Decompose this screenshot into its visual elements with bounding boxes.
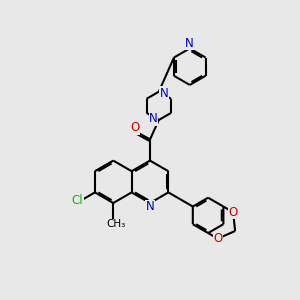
Text: N: N: [185, 37, 194, 50]
Text: N: N: [146, 200, 154, 213]
Text: N: N: [160, 87, 169, 100]
Text: N: N: [149, 112, 158, 125]
Text: O: O: [131, 121, 140, 134]
Text: CH₃: CH₃: [106, 220, 126, 230]
Text: O: O: [213, 232, 222, 245]
Text: O: O: [229, 206, 238, 219]
Text: Cl: Cl: [72, 194, 83, 207]
